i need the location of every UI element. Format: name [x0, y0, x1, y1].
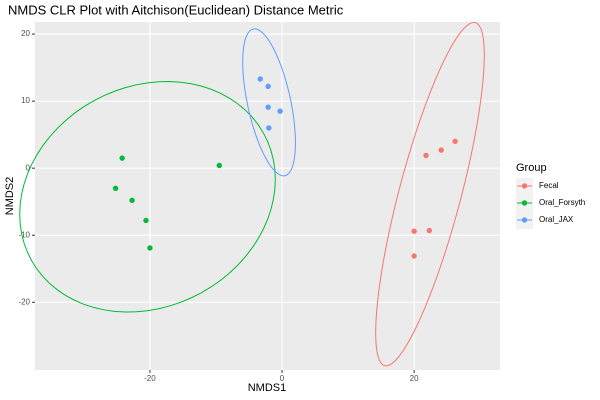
legend-title: Group [516, 162, 547, 174]
chart-title: NMDS CLR Plot with Aitchison(Euclidean) … [8, 2, 344, 17]
legend-marker [521, 217, 528, 223]
point [265, 104, 271, 110]
y-tick-label: -10 [18, 230, 30, 239]
point [277, 108, 283, 114]
point [266, 125, 272, 131]
y-tick-label: 10 [21, 96, 30, 105]
x-axis-label: NMDS1 [248, 382, 287, 394]
legend-label: Oral_JAX [539, 215, 574, 224]
point [129, 197, 135, 204]
ellipse [242, 28, 296, 177]
y-axis-label: NMDS2 [4, 177, 16, 216]
x-tick-label: 20 [410, 374, 419, 383]
point [147, 245, 153, 251]
legend-label: Fecal [539, 181, 559, 190]
ellipse [375, 21, 485, 367]
x-tick-label: 0 [280, 374, 285, 383]
x-tick-label: -20 [144, 374, 156, 383]
point [411, 228, 417, 234]
point [265, 83, 271, 90]
y-tick-label: -20 [18, 297, 30, 306]
point [143, 217, 149, 224]
point [257, 76, 263, 82]
plot-panel [35, 22, 500, 370]
point [423, 152, 429, 159]
y-tick-label: 20 [21, 29, 30, 38]
point [452, 138, 458, 145]
point [216, 162, 222, 169]
point [411, 253, 417, 259]
legend-label: Oral_Forsyth [539, 198, 585, 207]
legend-marker [521, 200, 528, 206]
y-tick-label: 0 [26, 163, 31, 172]
point [119, 155, 125, 161]
point [438, 147, 444, 153]
point [426, 227, 433, 234]
point [112, 185, 119, 191]
ellipse [19, 81, 276, 313]
legend-marker [521, 183, 528, 189]
